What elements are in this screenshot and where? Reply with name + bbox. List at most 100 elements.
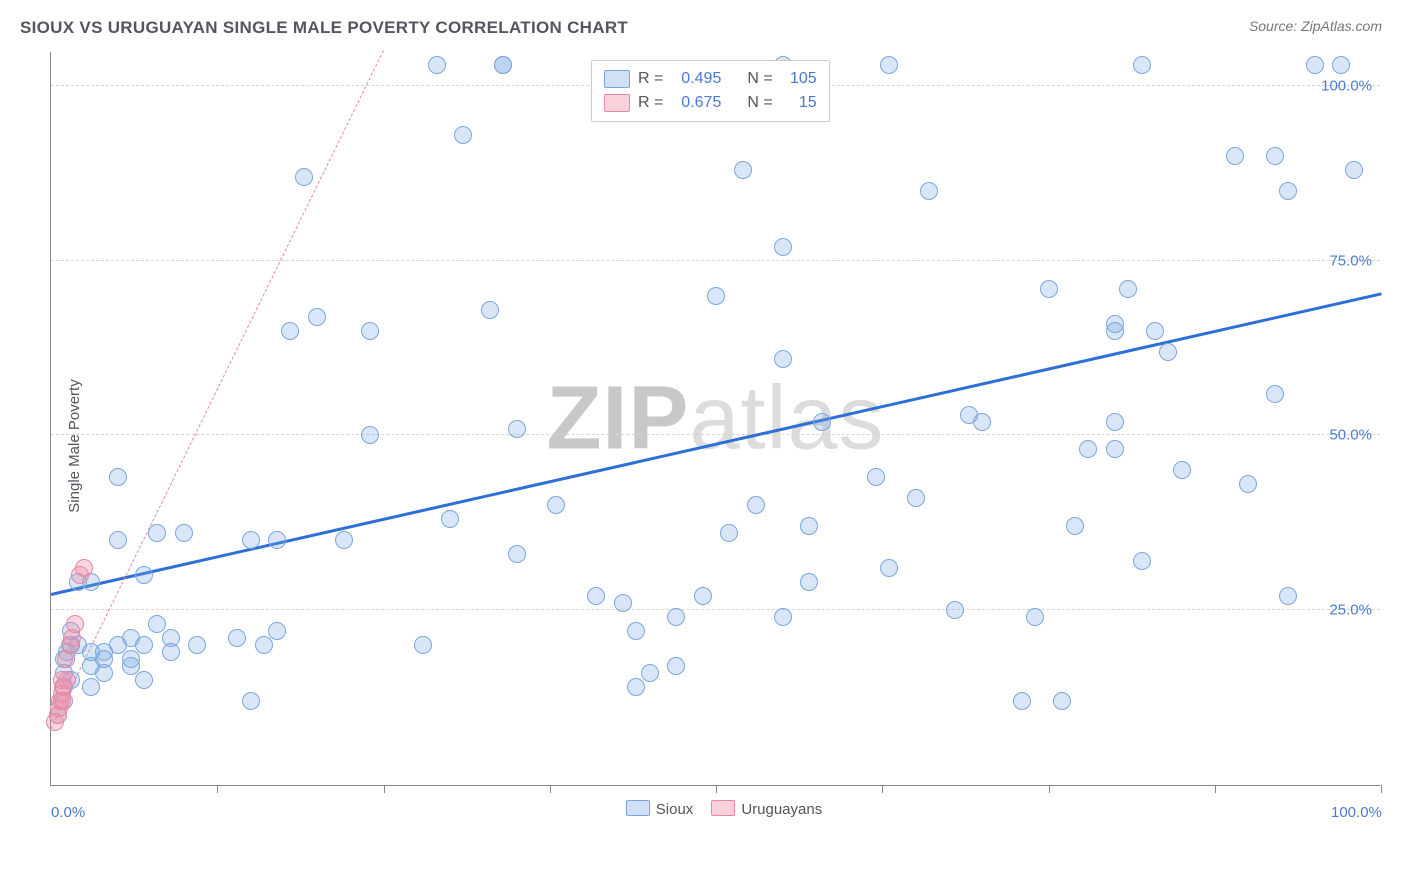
data-point (880, 559, 898, 577)
data-point (1279, 587, 1297, 605)
data-point (667, 608, 685, 626)
data-point (135, 566, 153, 584)
data-point (441, 510, 459, 528)
data-point (1040, 280, 1058, 298)
data-point (867, 468, 885, 486)
data-point (1133, 552, 1151, 570)
legend-swatch (711, 800, 735, 816)
data-point (627, 678, 645, 696)
gridline (51, 434, 1380, 435)
y-tick-label: 100.0% (1321, 77, 1372, 94)
data-point (1332, 56, 1350, 74)
series-legend: SiouxUruguayans (50, 800, 1380, 818)
trend-line (51, 50, 384, 729)
data-point (800, 573, 818, 591)
data-point (1106, 413, 1124, 431)
x-tick (1049, 785, 1050, 793)
data-point (1079, 440, 1097, 458)
x-tick (550, 785, 551, 793)
r-value: 0.675 (671, 91, 721, 115)
legend-swatch (604, 94, 630, 112)
data-point (1119, 280, 1137, 298)
n-value: 15 (781, 91, 817, 115)
n-label: N = (747, 67, 772, 91)
data-point (1106, 440, 1124, 458)
data-point (973, 413, 991, 431)
n-value: 105 (781, 67, 817, 91)
data-point (614, 594, 632, 612)
data-point (1013, 692, 1031, 710)
data-point (1266, 147, 1284, 165)
n-label: N = (747, 91, 772, 115)
source-label: Source: ZipAtlas.com (1249, 18, 1382, 34)
x-tick (1381, 785, 1382, 793)
data-point (720, 524, 738, 542)
x-tick (1215, 785, 1216, 793)
x-tick (217, 785, 218, 793)
data-point (242, 531, 260, 549)
data-point (162, 643, 180, 661)
data-point (268, 622, 286, 640)
chart-title: SIOUX VS URUGUAYAN SINGLE MALE POVERTY C… (20, 18, 628, 38)
data-point (109, 468, 127, 486)
r-label: R = (638, 91, 663, 115)
data-point (1026, 608, 1044, 626)
data-point (1066, 517, 1084, 535)
data-point (1279, 182, 1297, 200)
data-point (813, 413, 831, 431)
legend-swatch (626, 800, 650, 816)
data-point (148, 524, 166, 542)
data-point (281, 322, 299, 340)
data-point (707, 287, 725, 305)
legend-swatch (604, 70, 630, 88)
data-point (135, 671, 153, 689)
data-point (1226, 147, 1244, 165)
x-tick (716, 785, 717, 793)
legend-label: Uruguayans (741, 801, 822, 818)
x-tick (384, 785, 385, 793)
data-point (255, 636, 273, 654)
data-point (1345, 161, 1363, 179)
x-tick (882, 785, 883, 793)
data-point (920, 182, 938, 200)
data-point (1159, 343, 1177, 361)
data-point (481, 301, 499, 319)
data-point (508, 545, 526, 563)
data-point (747, 496, 765, 514)
data-point (667, 657, 685, 675)
data-point (66, 615, 84, 633)
data-point (228, 629, 246, 647)
legend-row: R = 0.495 N = 105 (604, 67, 817, 91)
plot-container: ZIPatlas 25.0%50.0%75.0%100.0%0.0%100.0%… (50, 52, 1380, 822)
data-point (946, 601, 964, 619)
correlation-legend: R = 0.495 N = 105 R = 0.675 N = 15 (591, 60, 830, 122)
data-point (454, 126, 472, 144)
data-point (774, 350, 792, 368)
r-label: R = (638, 67, 663, 91)
data-point (627, 622, 645, 640)
legend-row: R = 0.675 N = 15 (604, 91, 817, 115)
r-value: 0.495 (671, 67, 721, 91)
data-point (907, 489, 925, 507)
data-point (641, 664, 659, 682)
data-point (880, 56, 898, 74)
data-point (361, 322, 379, 340)
trend-line (51, 293, 1382, 597)
data-point (547, 496, 565, 514)
data-point (774, 608, 792, 626)
data-point (1146, 322, 1164, 340)
data-point (335, 531, 353, 549)
data-point (82, 678, 100, 696)
data-point (1239, 475, 1257, 493)
data-point (734, 161, 752, 179)
data-point (175, 524, 193, 542)
data-point (1306, 56, 1324, 74)
data-point (109, 531, 127, 549)
data-point (308, 308, 326, 326)
data-point (122, 650, 140, 668)
data-point (494, 56, 512, 74)
data-point (188, 636, 206, 654)
data-point (508, 420, 526, 438)
data-point (135, 636, 153, 654)
data-point (1173, 461, 1191, 479)
